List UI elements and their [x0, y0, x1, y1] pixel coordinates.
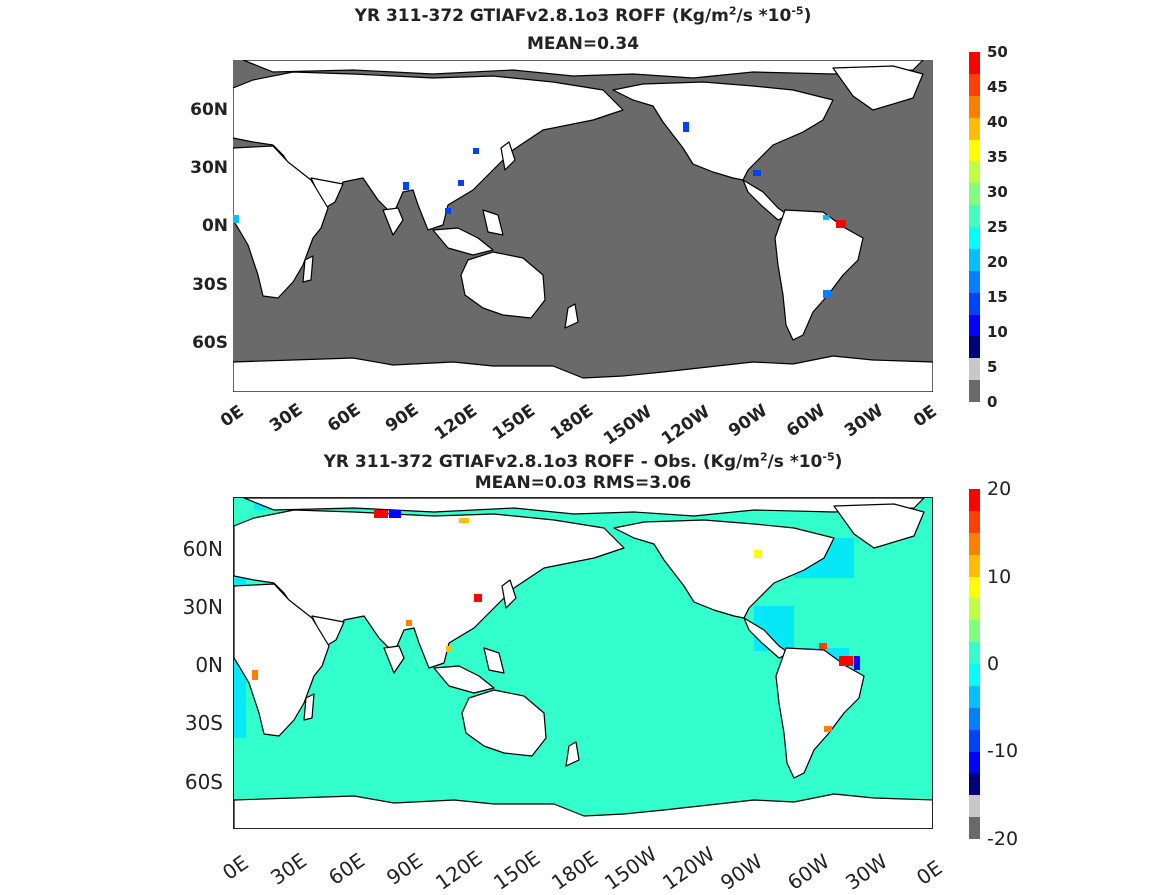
lat-tick: 30S [184, 711, 223, 735]
difference-title: YR 311-372 GTIAFv2.8.1o3 ROFF - Obs. (Kg… [323, 450, 843, 472]
colorbar-tick: 0 [987, 393, 998, 411]
lat-tick: 60S [192, 333, 228, 353]
lon-tick: 30E [266, 848, 311, 890]
lat-tick: 0N [201, 216, 228, 236]
colorbar-segment [969, 510, 980, 533]
colorbar-tick: 5 [987, 358, 998, 376]
runoff-hotspots [233, 122, 846, 298]
lon-tick: 180E [547, 845, 603, 895]
colorbar-segment [969, 336, 980, 359]
lon-tick: 0E [912, 855, 947, 890]
lat-tick: 30N [190, 158, 228, 178]
colorbar-segment [969, 576, 980, 599]
colorbar-tick: 15 [987, 288, 1008, 306]
colorbar-segment [969, 380, 980, 402]
colorbar-tick: 20 [987, 478, 1012, 500]
lon-tick: 0E [910, 401, 941, 432]
runoff-mean: MEAN=0.34 [526, 34, 640, 54]
lon-tick: 0E [218, 850, 253, 885]
lon-tick: 150W [600, 401, 656, 450]
colorbar-tick: 35 [987, 148, 1008, 166]
difference-stats: MEAN=0.03 RMS=3.06 [474, 473, 692, 493]
colorbar-segment [969, 620, 980, 643]
colorbar-segment [969, 685, 980, 708]
lon-tick: 90W [725, 400, 772, 442]
colorbar-tick: 0 [987, 653, 1000, 675]
colorbar-tick: 30 [987, 183, 1008, 201]
lon-tick: 60E [324, 848, 369, 890]
colorbar-tick: 20 [987, 253, 1008, 271]
runoff-colorbar [969, 52, 980, 402]
colorbar-tick: 40 [987, 113, 1008, 131]
colorbar-segment [969, 161, 980, 184]
lat-tick: 60N [190, 100, 228, 120]
lon-tick: 120W [658, 401, 714, 450]
colorbar-segment [969, 817, 980, 839]
lon-tick: 120E [431, 400, 482, 445]
lat-tick: 60N [182, 537, 223, 561]
colorbar-segment [969, 642, 980, 664]
lon-tick: 60E [324, 399, 365, 437]
colorbar-segment [969, 751, 980, 774]
colorbar-segment [969, 183, 980, 206]
runoff-map [233, 60, 933, 392]
difference-colorbar [969, 489, 980, 839]
land-masses [234, 498, 932, 828]
lon-tick: 60W [783, 400, 830, 442]
colorbar-segment [969, 95, 980, 118]
lon-tick: 30W [841, 400, 888, 442]
colorbar-tick: 25 [987, 218, 1008, 236]
difference-map [233, 497, 933, 829]
difference-hotspots [252, 510, 860, 732]
lon-tick: 150W [600, 841, 662, 895]
colorbar-segment [969, 489, 980, 511]
lon-tick: 120W [658, 841, 720, 895]
colorbar-segment [969, 729, 980, 752]
land-masses [233, 60, 933, 392]
colorbar-segment [969, 248, 980, 271]
colorbar-segment [969, 73, 980, 96]
lon-tick: 90E [382, 399, 423, 437]
colorbar-segment [969, 707, 980, 730]
colorbar-tick: 10 [987, 566, 1012, 588]
colorbar-tick: -10 [987, 740, 1019, 762]
lon-tick: 0E [217, 401, 248, 432]
colorbar-segment [969, 139, 980, 162]
lat-tick: 30N [182, 595, 223, 619]
lon-tick: 60W [783, 849, 834, 895]
lat-tick: 60S [184, 770, 223, 794]
colorbar-segment [969, 795, 980, 818]
colorbar-segment [969, 52, 980, 74]
lon-tick: 180E [547, 400, 598, 445]
colorbar-tick: -20 [987, 828, 1019, 850]
colorbar-segment [969, 227, 980, 249]
colorbar-tick: 10 [987, 323, 1008, 341]
colorbar-segment [969, 292, 980, 315]
colorbar-segment [969, 598, 980, 621]
lon-tick: 90E [382, 848, 427, 890]
colorbar-tick: 50 [987, 43, 1008, 61]
colorbar-segment [969, 117, 980, 140]
lon-tick: 120E [431, 845, 487, 895]
lon-tick: 150E [489, 845, 545, 895]
colorbar-segment [969, 270, 980, 293]
colorbar-segment [969, 205, 980, 227]
lon-tick: 150E [489, 400, 540, 445]
lon-tick: 30W [841, 849, 892, 895]
colorbar-segment [969, 532, 980, 555]
colorbar-segment [969, 554, 980, 577]
colorbar-segment [969, 664, 980, 686]
lon-tick: 90W [716, 849, 767, 895]
lon-tick: 30E [266, 399, 307, 437]
lat-tick: 30S [192, 275, 228, 295]
runoff-title: YR 311-372 GTIAFv2.8.1o3 ROFF (Kg/m2/s *… [354, 4, 812, 26]
colorbar-tick: 45 [987, 78, 1008, 96]
lat-tick: 0N [195, 653, 223, 677]
colorbar-segment [969, 773, 980, 796]
colorbar-segment [969, 314, 980, 337]
colorbar-segment [969, 358, 980, 381]
